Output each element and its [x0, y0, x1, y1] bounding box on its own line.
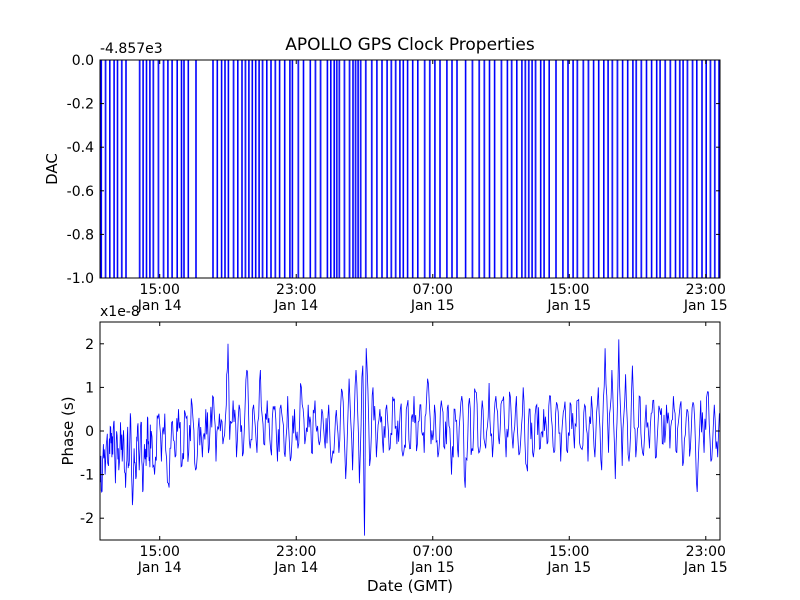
y-tick-label: -0.6	[67, 184, 94, 200]
x-tick-label-time: 23:00	[276, 282, 316, 298]
x-tick-label-time: 23:00	[276, 544, 316, 560]
x-tick-label-date: Jan 14	[137, 298, 182, 314]
x-tick-label-time: 23:00	[686, 282, 726, 298]
x-tick-label-date: Jan 15	[546, 560, 591, 576]
y-tick-label: -0.4	[67, 140, 94, 156]
y-tick-label: 0.0	[72, 53, 94, 69]
x-tick-label-time: 15:00	[140, 544, 180, 560]
y-tick-label: -1	[80, 468, 94, 484]
x-tick-label-date: Jan 14	[273, 298, 318, 314]
phase-ylabel: Phase (s)	[59, 396, 77, 465]
y-tick-label: 2	[85, 337, 94, 353]
x-tick-label-time: 07:00	[413, 282, 453, 298]
y-tick-label: -0.2	[67, 97, 94, 113]
x-tick-label-date: Jan 14	[273, 560, 318, 576]
x-tick-label-time: 15:00	[549, 544, 589, 560]
dac-axes-frame	[99, 59, 721, 279]
x-tick-label-date: Jan 15	[546, 298, 591, 314]
x-tick-label-time: 15:00	[549, 282, 589, 298]
x-tick-label-date: Jan 15	[410, 560, 455, 576]
y-tick-label: 1	[85, 380, 94, 396]
dac-offset-label: -4.857e3	[100, 41, 163, 57]
dac-y-ticks: 0.0 -0.2 -0.4 -0.6 -0.8 -1.0	[67, 53, 720, 287]
x-tick-label-time: 07:00	[413, 544, 453, 560]
x-tick-label-time: 15:00	[140, 282, 180, 298]
dac-ylabel: DAC	[43, 153, 61, 185]
y-tick-label: -2	[80, 511, 94, 527]
y-tick-label: -1.0	[67, 271, 94, 287]
phase-offset-label: x1e-8	[100, 304, 140, 320]
x-tick-label-date: Jan 14	[137, 560, 182, 576]
x-tick-label-time: 23:00	[686, 544, 726, 560]
y-tick-label: -0.8	[67, 227, 94, 243]
x-tick-label-date: Jan 15	[410, 298, 455, 314]
x-axis-label: Date (GMT)	[367, 577, 453, 595]
x-tick-label-date: Jan 15	[683, 560, 728, 576]
figure-title: APOLLO GPS Clock Properties	[285, 35, 535, 55]
phase-y-ticks: 2 1 0 -1 -2	[80, 337, 720, 527]
phase-series	[100, 339, 720, 536]
y-tick-label: 0	[85, 424, 94, 440]
phase-series-line	[100, 339, 720, 536]
x-tick-label-date: Jan 15	[683, 298, 728, 314]
